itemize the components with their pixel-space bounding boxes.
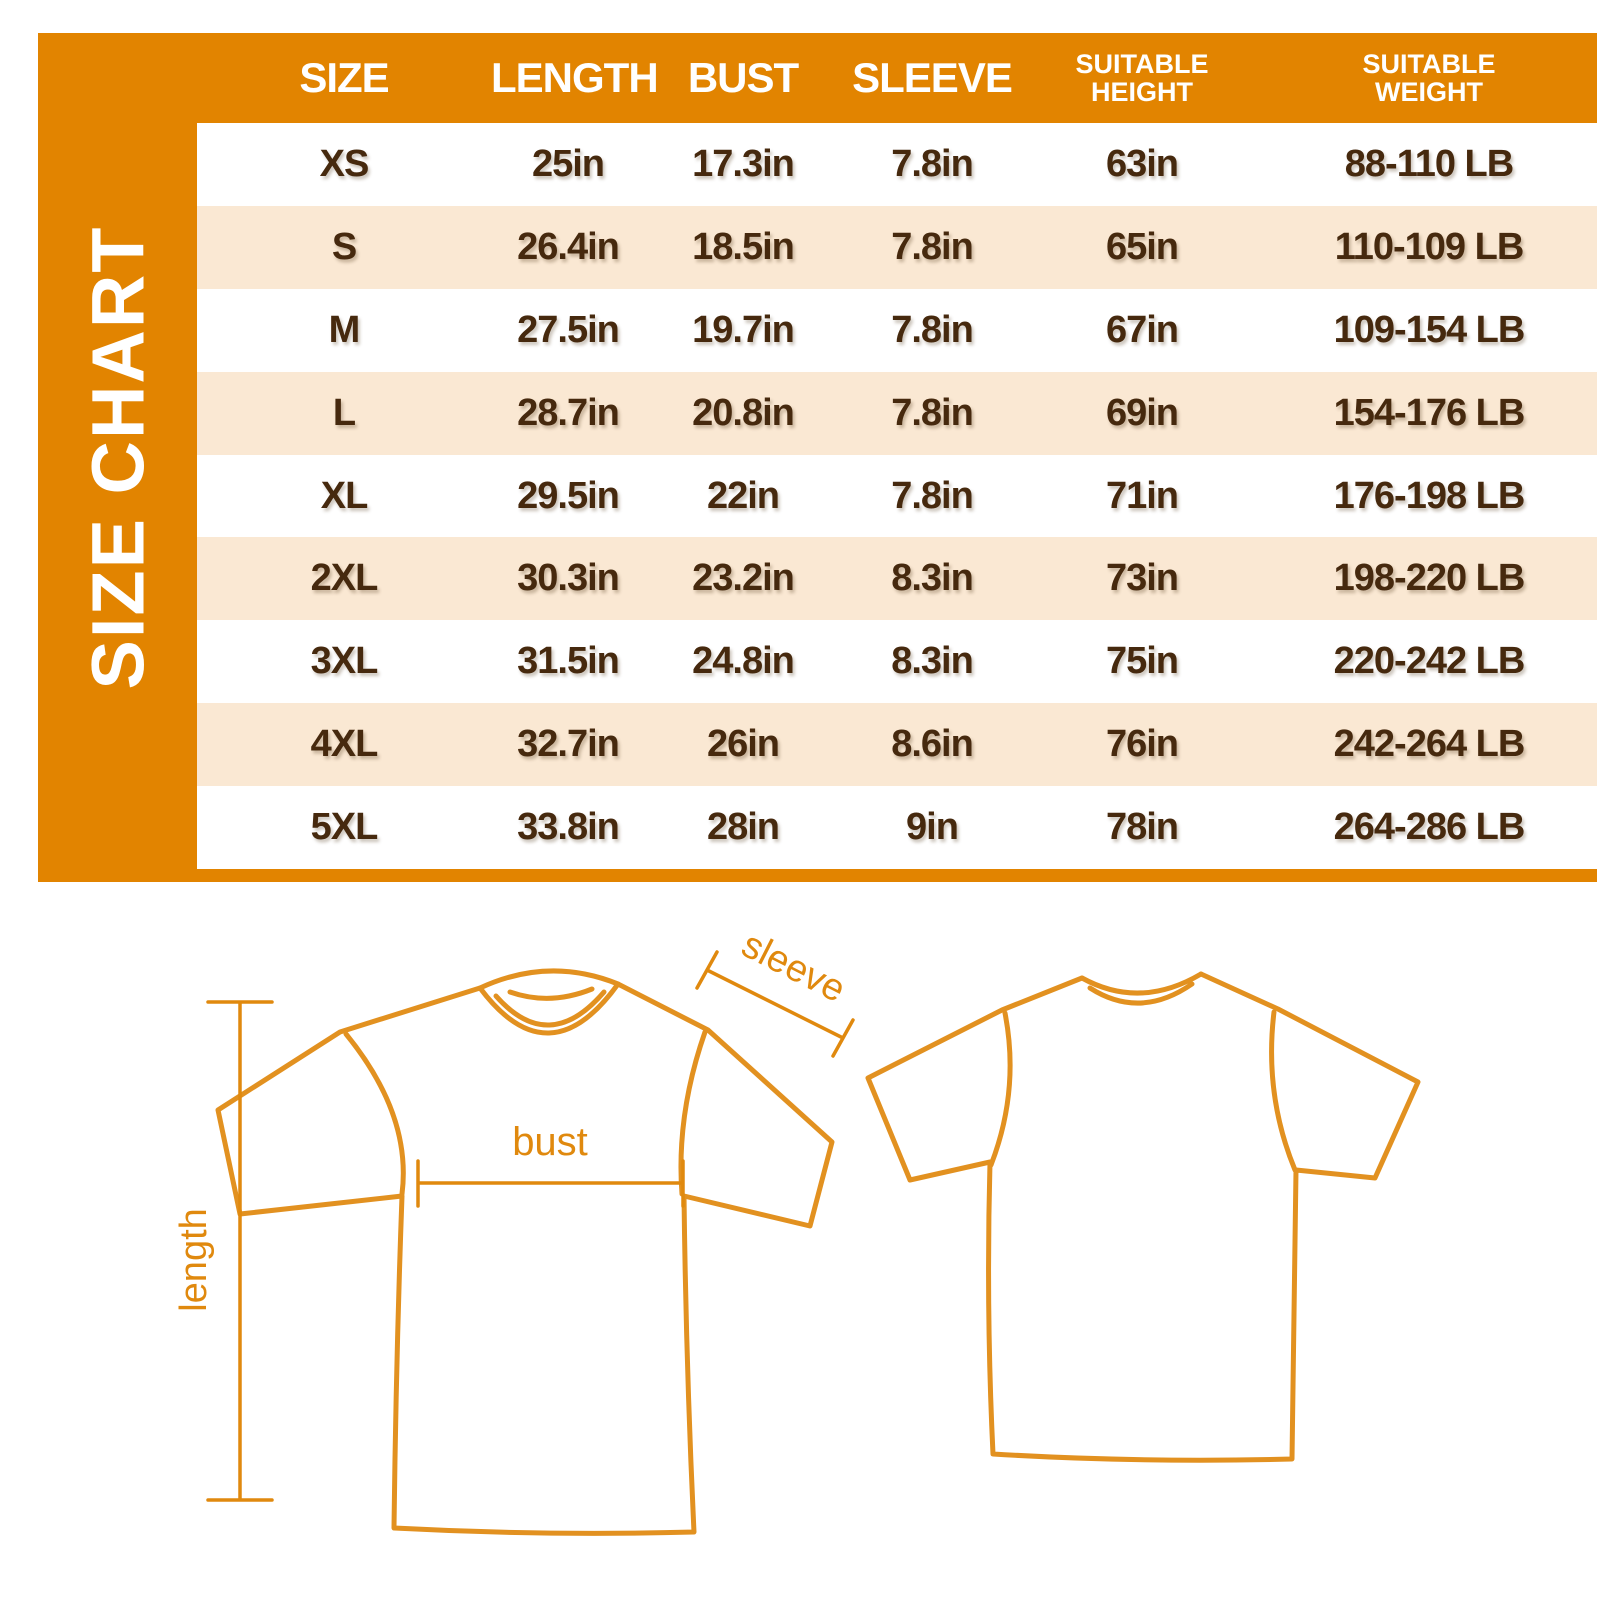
side-title: SIZE CHART <box>38 33 197 882</box>
column-header-length: LENGTH <box>491 54 659 101</box>
cell-size: 3XL <box>310 640 379 683</box>
chart-title: SIZE CHART <box>76 225 159 690</box>
tshirt-front-collar-inner <box>493 986 607 1028</box>
cell-bust: 17.3in <box>692 142 795 185</box>
cell-size: 2XL <box>310 557 379 600</box>
cell-height: 71in <box>1105 474 1179 517</box>
cell-length: 33.8in <box>517 806 620 849</box>
cell-length: 31.5in <box>517 640 620 683</box>
table-row: S 26.4in 18.5in 7.8in 65in 110-109 LB <box>197 205 1597 289</box>
cell-height: 78in <box>1105 806 1179 849</box>
cell-size: XS <box>319 142 370 185</box>
cell-weight: 198-220 LB <box>1333 557 1526 600</box>
length-label: length <box>173 1208 215 1312</box>
column-header-bust: BUST <box>687 54 799 101</box>
column-header-suitable-height: SUITABLE HEIGHT <box>1075 48 1209 107</box>
tshirt-back-diagram <box>865 971 1421 1463</box>
cell-bust: 22in <box>706 474 780 517</box>
sleeve-label: sleeve <box>735 930 852 1011</box>
tshirt-front-outline <box>215 981 835 1536</box>
cell-size: 4XL <box>310 723 379 766</box>
cell-height: 75in <box>1105 640 1179 683</box>
table-row: 4XL 32.7in 26in 8.6in 76in 242-264 LB <box>197 703 1597 787</box>
table-row: XL 29.5in 22in 7.8in 71in 176-198 LB <box>197 454 1597 538</box>
length-measure-line <box>206 1000 274 1502</box>
bust-measure-line <box>416 1159 685 1208</box>
cell-size: L <box>332 391 356 434</box>
cell-weight: 109-154 LB <box>1333 308 1526 351</box>
cell-sleeve: 7.8in <box>891 474 974 517</box>
cell-size: 5XL <box>310 806 379 849</box>
column-header-size: SIZE <box>299 54 389 101</box>
cell-size: M <box>328 308 361 351</box>
cell-weight: 220-242 LB <box>1333 640 1526 683</box>
cell-weight: 154-176 LB <box>1333 391 1526 434</box>
cell-sleeve: 7.8in <box>891 142 974 185</box>
table-row: L 28.7in 20.8in 7.8in 69in 154-176 LB <box>197 371 1597 455</box>
table-row: 2XL 30.3in 23.2in 8.3in 73in 198-220 LB <box>197 537 1597 621</box>
cell-length: 27.5in <box>517 308 620 351</box>
tshirt-back-shoulder-seams <box>988 1009 1298 1173</box>
cell-weight: 88-110 LB <box>1344 142 1514 185</box>
cell-length: 29.5in <box>517 474 620 517</box>
cell-weight: 242-264 LB <box>1333 723 1526 766</box>
cell-height: 76in <box>1105 723 1179 766</box>
tshirt-back-outline <box>865 971 1421 1463</box>
cell-length: 28.7in <box>517 391 620 434</box>
size-chart-panel: SIZE CHART SIZE LENGTH BUST SLEEVE SUITA… <box>38 33 1597 882</box>
cell-bust: 20.8in <box>692 391 795 434</box>
cell-height: 65in <box>1105 225 1179 268</box>
table-row: 3XL 31.5in 24.8in 8.3in 75in 220-242 LB <box>197 620 1597 704</box>
tshirt-front-collar <box>477 968 621 1036</box>
cell-height: 63in <box>1105 142 1179 185</box>
cell-sleeve: 8.6in <box>891 723 974 766</box>
cell-weight: 176-198 LB <box>1333 474 1526 517</box>
cell-length: 26.4in <box>517 225 620 268</box>
cell-length: 32.7in <box>517 723 620 766</box>
cell-length: 25in <box>531 142 605 185</box>
cell-size: S <box>331 225 357 268</box>
cell-length: 30.3in <box>517 557 620 600</box>
tshirt-front-shoulder-seams <box>343 1029 708 1197</box>
cell-weight: 264-286 LB <box>1333 806 1526 849</box>
cell-sleeve: 9in <box>906 806 959 849</box>
cell-size: XL <box>320 474 369 517</box>
table-row: 5XL 33.8in 28in 9in 78in 264-286 LB <box>197 786 1597 870</box>
table-body: XS 25in 17.3in 7.8in 63in 88-110 LB S 26… <box>197 123 1597 870</box>
cell-bust: 28in <box>706 806 780 849</box>
table-row: M 27.5in 19.7in 7.8in 67in 109-154 LB <box>197 288 1597 372</box>
cell-sleeve: 8.3in <box>891 640 974 683</box>
column-header-sleeve: SLEEVE <box>852 54 1013 101</box>
cell-weight: 110-109 LB <box>1334 225 1525 268</box>
cell-height: 67in <box>1105 308 1179 351</box>
bust-label: bust <box>512 1120 588 1164</box>
column-header-suitable-weight: SUITABLE WEIGHT <box>1362 48 1496 107</box>
cell-bust: 24.8in <box>692 640 795 683</box>
cell-sleeve: 8.3in <box>891 557 974 600</box>
tshirt-back-collar <box>1079 971 1204 1006</box>
cell-sleeve: 7.8in <box>891 308 974 351</box>
cell-bust: 26in <box>706 723 780 766</box>
cell-bust: 23.2in <box>692 557 795 600</box>
table-row: XS 25in 17.3in 7.8in 63in 88-110 LB <box>197 123 1597 206</box>
cell-bust: 19.7in <box>692 308 795 351</box>
cell-bust: 18.5in <box>692 225 795 268</box>
sleeve-measure-line <box>695 950 855 1058</box>
cell-height: 73in <box>1105 557 1179 600</box>
cell-sleeve: 7.8in <box>891 391 974 434</box>
tshirt-front-diagram: length bust sleeve <box>173 930 855 1536</box>
cell-height: 69in <box>1105 391 1179 434</box>
table-header-row: SIZE LENGTH BUST SLEEVE SUITABLE HEIGHT … <box>197 33 1597 123</box>
cell-sleeve: 7.8in <box>891 225 974 268</box>
